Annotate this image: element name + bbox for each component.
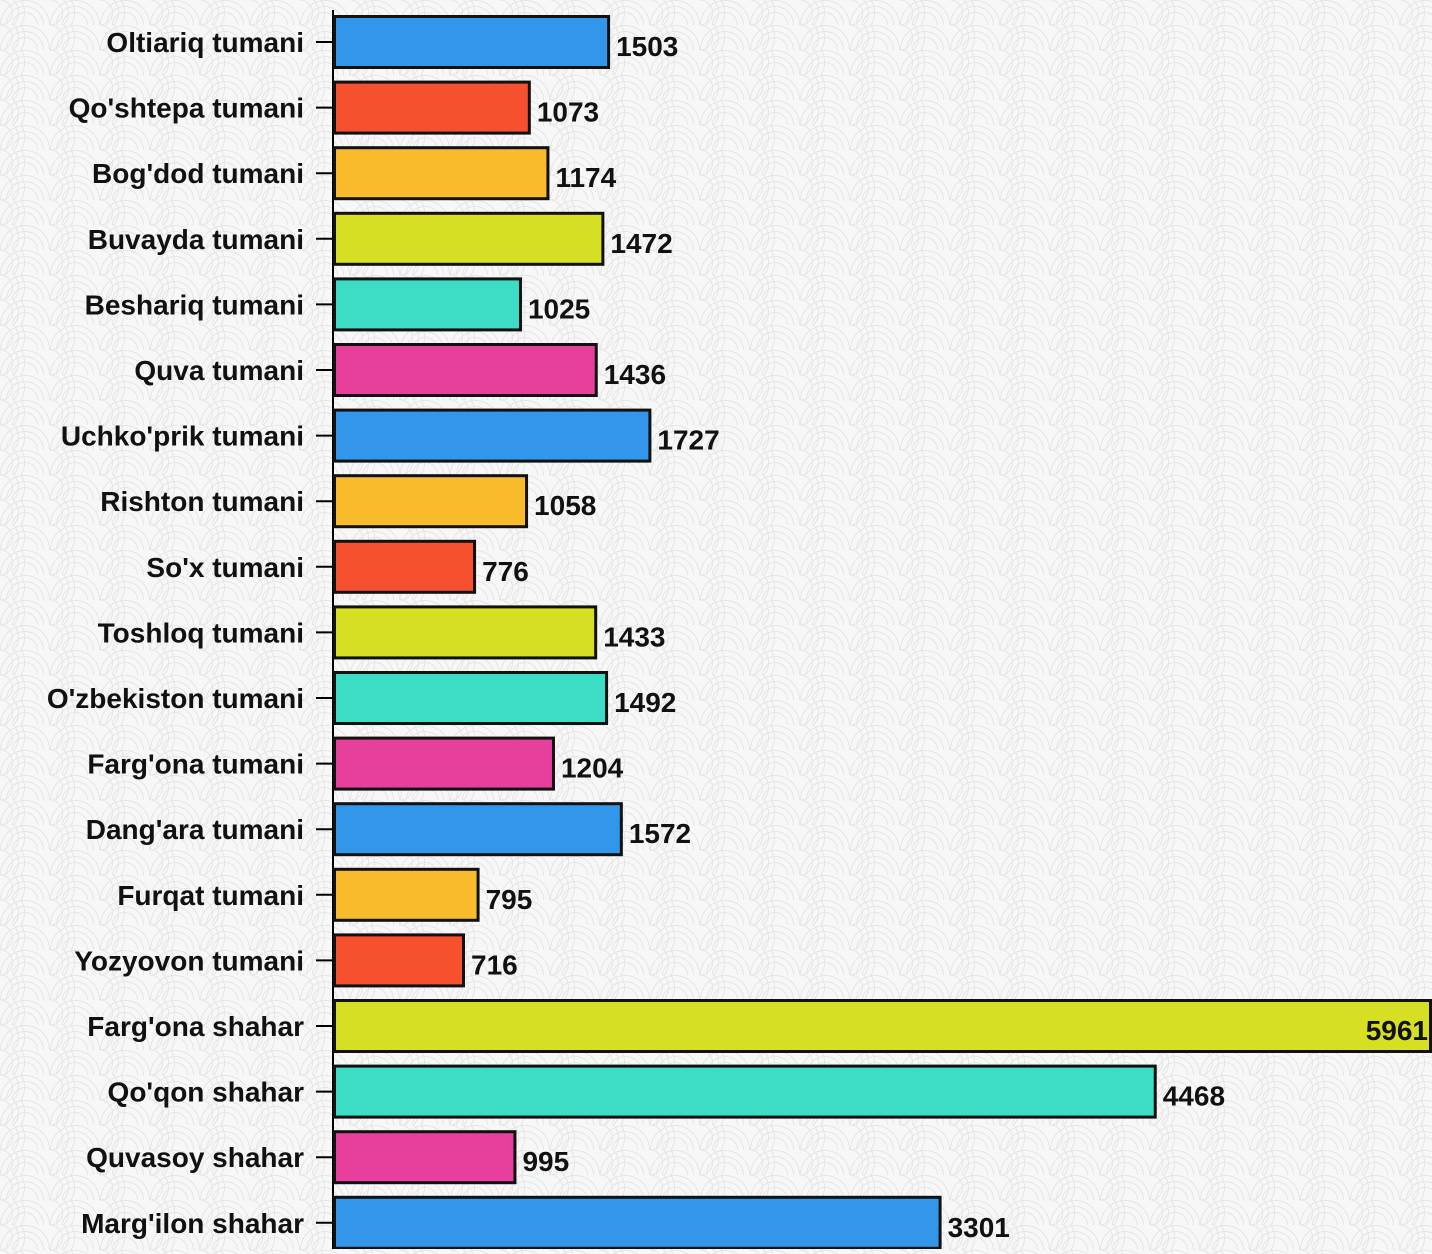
y-tick-label: Buvayda tumani xyxy=(88,224,304,255)
bar-value-label: 1503 xyxy=(616,31,678,62)
bar xyxy=(333,474,529,529)
y-tick-label: Yozyovon tumani xyxy=(74,945,304,976)
bar xyxy=(333,343,598,397)
bar xyxy=(333,277,522,332)
y-tick-label: Farg'ona shahar xyxy=(87,1011,304,1042)
bar-value-label: 1727 xyxy=(657,425,719,456)
bar xyxy=(333,867,480,922)
bar xyxy=(333,933,466,988)
bar-value-label: 716 xyxy=(471,949,518,980)
y-tick-label: So'x tumani xyxy=(146,552,304,583)
bar xyxy=(333,1130,517,1185)
bar xyxy=(333,80,531,135)
y-tick-label: Uchko'prik tumani xyxy=(61,421,304,452)
bar xyxy=(333,671,609,725)
y-tick-label: Furqat tumani xyxy=(117,880,304,911)
y-tick-label: Quvasoy shahar xyxy=(86,1142,304,1173)
bar xyxy=(333,999,1432,1053)
y-tick-label: Bog'dod tumani xyxy=(92,158,304,189)
bar xyxy=(333,605,598,660)
bar xyxy=(333,408,652,463)
bar-value-label: 995 xyxy=(522,1146,569,1177)
bar-value-label: 1025 xyxy=(528,293,590,324)
y-tick-label: Dang'ara tumani xyxy=(86,814,304,845)
bar-value-label: 795 xyxy=(486,884,533,915)
bar-value-label: 1436 xyxy=(604,359,666,390)
bar-value-label: 5961 xyxy=(1366,1015,1428,1046)
bar-value-label: 1073 xyxy=(537,97,599,128)
bar xyxy=(333,1064,1157,1119)
y-tick-label: O'zbekiston tumani xyxy=(47,683,304,714)
bar-value-label: 1204 xyxy=(561,753,624,784)
y-tick-label: Beshariq tumani xyxy=(85,289,304,320)
bar xyxy=(333,15,611,69)
y-tick-label: Toshloq tumani xyxy=(98,617,304,648)
bar xyxy=(333,146,550,201)
bar xyxy=(333,539,477,594)
y-tick-label: Farg'ona tumani xyxy=(87,749,304,780)
bar-value-label: 776 xyxy=(482,556,529,587)
bar-value-label: 4468 xyxy=(1163,1081,1225,1112)
bar-value-label: 1472 xyxy=(610,228,672,259)
bar xyxy=(333,211,605,266)
bar-value-label: 1492 xyxy=(614,687,676,718)
bar-value-label: 1174 xyxy=(555,162,616,193)
y-tick-label: Qo'shtepa tumani xyxy=(69,93,304,124)
y-tick-label: Quva tumani xyxy=(134,355,304,386)
y-tick-label: Marg'ilon shahar xyxy=(81,1208,304,1239)
y-tick-label: Oltiariq tumani xyxy=(106,27,304,58)
bar-value-label: 3301 xyxy=(948,1212,1010,1243)
bar-value-label: 1433 xyxy=(603,621,665,652)
bar-value-label: 1058 xyxy=(534,490,596,521)
bar xyxy=(333,736,555,791)
bar xyxy=(333,802,623,857)
y-tick-label: Qo'qon shahar xyxy=(108,1077,305,1108)
y-tick-label: Rishton tumani xyxy=(100,486,304,517)
bar xyxy=(333,1195,942,1250)
bar-value-label: 1572 xyxy=(629,818,691,849)
